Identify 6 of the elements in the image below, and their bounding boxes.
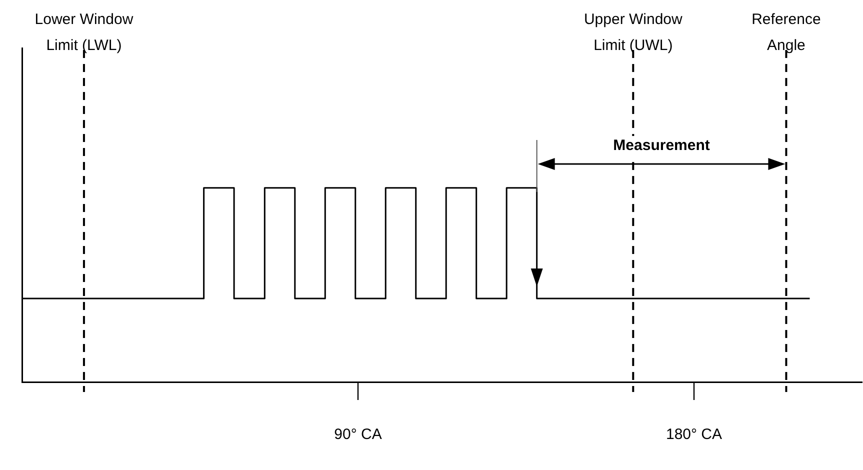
x-tick-label: 90° CA — [334, 426, 382, 444]
ref-line-label: Lower Window Limit (LWL) — [34, 11, 134, 54]
ref-line-label: Reference Angle — [752, 11, 821, 54]
ref-line-label: Upper Window Limit (UWL) — [584, 11, 682, 54]
text: Measurement — [613, 137, 710, 154]
x-tick-label: 180° CA — [666, 426, 722, 444]
